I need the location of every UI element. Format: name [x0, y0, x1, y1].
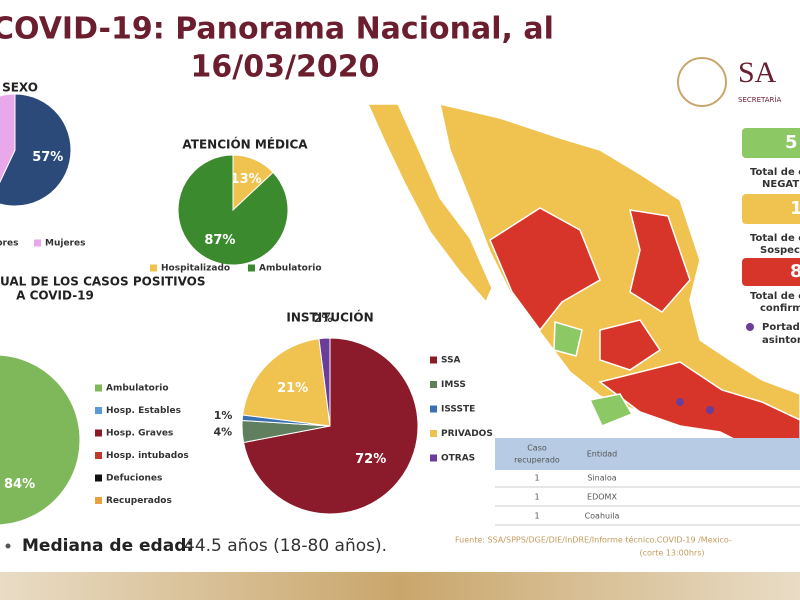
- chart-title: UAL DE LOS CASOS POSITIVOS: [0, 275, 206, 289]
- legend-label: Hospitalizado: [161, 264, 230, 274]
- value-label: 21%: [277, 381, 308, 396]
- title-line: 16/03/2020: [191, 50, 380, 85]
- legend-label: Hosp. Graves: [106, 429, 173, 439]
- pie-slice: [0, 93, 16, 184]
- value-label: 2%: [314, 312, 333, 325]
- value-label: 57%: [32, 150, 63, 165]
- legend-label: Hombres: [0, 239, 18, 249]
- table-header: recuperado: [514, 456, 560, 465]
- chart-title: A COVID-19: [16, 289, 94, 303]
- title-line: COVID-19: Panorama Nacional, al: [0, 12, 554, 47]
- legend-label: Mujeres: [45, 239, 85, 249]
- value-label: 1%: [214, 409, 233, 422]
- logo-emblem: [677, 57, 727, 107]
- pie-slice: [318, 337, 331, 427]
- value-label: 13%: [231, 172, 262, 187]
- legend-swatch: [95, 384, 102, 392]
- median-label: Mediana de edad:: [22, 536, 193, 556]
- pie-slice: [0, 93, 72, 207]
- box-text: confirma: [760, 303, 800, 314]
- pie-slice: [177, 154, 289, 266]
- legend-label: Ambulatorio: [259, 264, 322, 274]
- legend-label: ISSSTE: [441, 405, 475, 415]
- table-header: Entidad: [587, 450, 618, 459]
- legend-label: Defuciones: [106, 474, 162, 484]
- source: (corte 13:00hrs): [639, 549, 704, 558]
- legend-label: SSA: [441, 356, 461, 366]
- table-cell: 1: [534, 512, 539, 521]
- carrier-text: Portad: [762, 322, 800, 333]
- chart-title: SEXO: [2, 81, 38, 95]
- source: Fuente: SSA/SPPS/DGE/DIE/InDRE/Informe t…: [455, 535, 732, 545]
- legend-label: Hosp. Estables: [106, 406, 181, 416]
- legend-swatch: [150, 264, 157, 272]
- legend-label: OTRAS: [441, 454, 475, 464]
- legend-label: Hosp. intubados: [106, 451, 189, 461]
- legend-swatch: [95, 474, 102, 482]
- box-text: Total de c: [750, 167, 800, 178]
- legend-swatch: [95, 497, 102, 504]
- value-label: 84%: [4, 477, 35, 492]
- legend-swatch: [430, 381, 437, 388]
- pie-slice: [242, 337, 419, 515]
- median-value: 44.5 años (18-80 años).: [184, 536, 387, 556]
- legend-swatch: [430, 405, 437, 413]
- legend-label: Recuperados: [106, 496, 172, 506]
- legend-label: Ambulatorio: [106, 384, 169, 394]
- table-cell: Coahuila: [585, 512, 620, 521]
- box-text: Total de c: [750, 291, 800, 302]
- legend-swatch: [95, 429, 102, 437]
- box-text: Sospecho: [760, 245, 800, 256]
- table-cell: 1: [534, 474, 539, 483]
- pie-slice: [242, 338, 331, 427]
- legend-swatch: [430, 454, 437, 462]
- table-header: Caso: [527, 444, 547, 453]
- bullet: [5, 543, 11, 549]
- legend-swatch: [430, 356, 437, 364]
- legend-label: PRIVADOS: [441, 429, 493, 439]
- pie-slice: [0, 354, 81, 526]
- value-label: 72%: [355, 452, 386, 467]
- legend-label: IMSS: [441, 380, 466, 390]
- map: [366, 103, 800, 471]
- footer-band: [0, 572, 800, 600]
- legend-swatch: [34, 239, 41, 247]
- logo-sub: SECRETARÍA: [738, 95, 781, 104]
- value-label: 4%: [214, 426, 233, 439]
- chart-title: INSTITUCIÓN: [286, 310, 373, 325]
- table-cell: EDOMX: [587, 493, 617, 502]
- legend-swatch: [95, 452, 102, 459]
- recovered-table: Caso recuperado Entidad 1 Sinaloa 1 EDOM…: [495, 438, 800, 526]
- chart-title: ATENCIÓN MÉDICA: [182, 137, 308, 152]
- carrier-text: asintom: [762, 335, 800, 346]
- legend-swatch: [430, 430, 437, 437]
- box-number: 1: [790, 198, 800, 219]
- value-label: 87%: [204, 233, 235, 248]
- table-cell: 1: [534, 493, 539, 502]
- map-legend: 5 Total de c NEGATIV 1 Total de c Sospec…: [742, 128, 800, 346]
- box-number: 8: [790, 261, 800, 282]
- box-number: 5: [785, 132, 798, 153]
- logo: SA: [738, 56, 777, 89]
- table-cell: Sinaloa: [587, 474, 616, 483]
- legend-swatch: [248, 264, 255, 272]
- box-text: NEGATIV: [762, 179, 800, 190]
- legend-swatch: [95, 407, 102, 414]
- box-text: Total de c: [750, 233, 800, 244]
